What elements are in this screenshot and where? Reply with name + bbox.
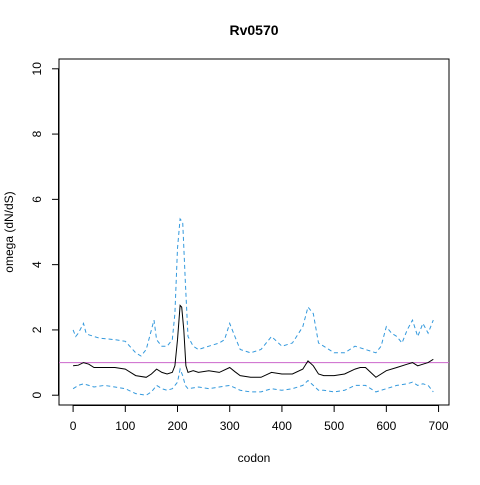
x-tick-label: 500 bbox=[324, 419, 344, 433]
y-tick-label: 0 bbox=[30, 392, 44, 399]
y-tick-label: 6 bbox=[30, 196, 44, 203]
plot-frame bbox=[58, 58, 450, 406]
x-tick-label: 300 bbox=[220, 419, 240, 433]
x-tick-label: 100 bbox=[115, 419, 135, 433]
y-tick-label: 10 bbox=[30, 62, 44, 76]
y-axis-label: omega (dN/dS) bbox=[2, 191, 16, 272]
x-axis-label: codon bbox=[238, 451, 271, 465]
x-tick-label: 200 bbox=[167, 419, 187, 433]
series-line-lower-bound bbox=[72, 367, 434, 396]
series-line-estimate bbox=[73, 304, 434, 378]
y-tick-label: 4 bbox=[30, 261, 44, 268]
x-tick-label: 600 bbox=[376, 419, 396, 433]
plot-area bbox=[59, 217, 449, 396]
series-line-upper-bound bbox=[72, 217, 434, 357]
x-tick-label: 0 bbox=[70, 419, 77, 433]
y-tick-label: 8 bbox=[30, 130, 44, 137]
x-tick-label: 700 bbox=[429, 419, 449, 433]
y-tick-label: 2 bbox=[30, 326, 44, 333]
x-tick-label: 400 bbox=[272, 419, 292, 433]
axes: 0 100 200 300 400 500 600 700 0 2 4 6 8 10 bbox=[30, 62, 449, 433]
chart-title: Rv0570 bbox=[229, 22, 278, 38]
